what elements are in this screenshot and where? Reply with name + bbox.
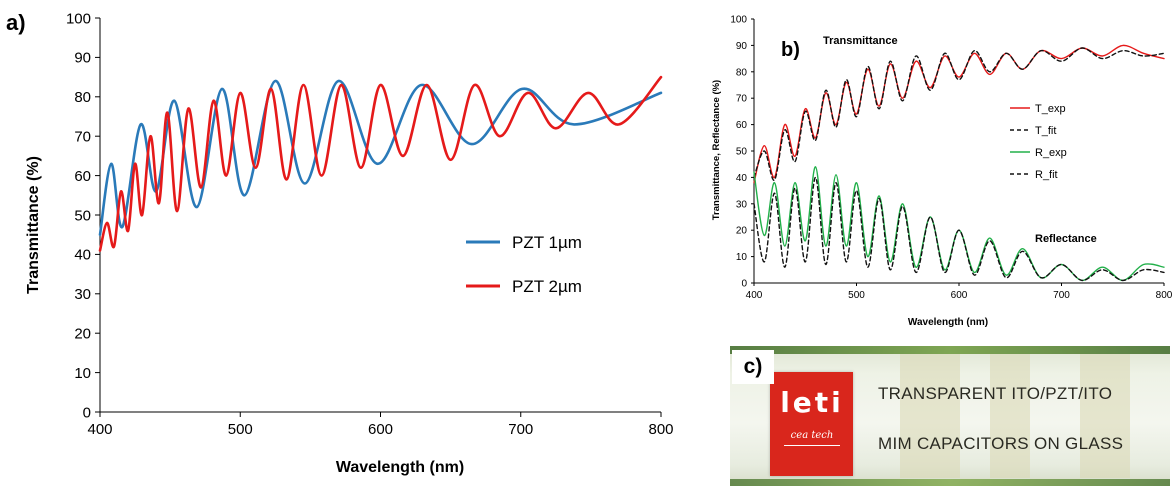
series-line-r-fit bbox=[753, 176, 1165, 282]
y-tick-label: 40 bbox=[74, 247, 91, 264]
y-tick-label: 80 bbox=[736, 67, 748, 78]
y-tick-label: 70 bbox=[736, 94, 748, 105]
y-tick-label: 10 bbox=[74, 365, 91, 382]
electrode-pad bbox=[1080, 354, 1130, 478]
series-line-t-fit bbox=[753, 47, 1165, 181]
y-tick-label: 100 bbox=[66, 10, 91, 27]
photo-text-line-2: MIM CAPACITORS ON GLASS bbox=[878, 434, 1124, 453]
y-tick-label: 30 bbox=[736, 199, 748, 210]
electrode-stripe-top bbox=[730, 346, 1170, 354]
series-line-t-exp bbox=[753, 44, 1165, 184]
y-tick-label: 90 bbox=[736, 41, 748, 52]
legend-label: T_exp bbox=[1035, 103, 1066, 115]
electrode-pad bbox=[900, 354, 960, 478]
x-tick-label: 700 bbox=[1053, 290, 1070, 301]
electrode-stripe-bottom bbox=[730, 479, 1170, 486]
y-tick-label: 0 bbox=[83, 404, 91, 421]
y-tick-label: 20 bbox=[736, 226, 748, 237]
y-tick-label: 50 bbox=[736, 147, 748, 158]
x-tick-label: 800 bbox=[1156, 290, 1173, 301]
y-tick-label: 100 bbox=[730, 15, 747, 26]
legend-label: PZT 2µm bbox=[512, 277, 582, 296]
annotation-reflectance: Reflectance bbox=[1035, 233, 1097, 245]
x-tick-label: 500 bbox=[228, 421, 253, 438]
legend-label: PZT 1µm bbox=[512, 233, 582, 252]
x-tick-label: 700 bbox=[508, 421, 533, 438]
x-tick-label: 500 bbox=[848, 290, 865, 301]
logo-divider bbox=[784, 445, 840, 446]
series-line-pzt-2-m bbox=[98, 75, 663, 252]
x-tick-label: 600 bbox=[368, 421, 393, 438]
device-photo: leti cea tech TRANSPARENT ITO/PZT/ITO MI… bbox=[730, 346, 1170, 486]
x-tick-label: 400 bbox=[87, 421, 112, 438]
electrode-pad bbox=[990, 354, 1030, 478]
chart-a-xlabel: Wavelength (nm) bbox=[336, 459, 464, 476]
y-tick-label: 60 bbox=[74, 168, 91, 185]
legend-label: R_exp bbox=[1035, 147, 1067, 159]
y-tick-label: 80 bbox=[74, 89, 91, 106]
y-tick-label: 0 bbox=[741, 279, 747, 290]
y-tick-label: 40 bbox=[736, 173, 748, 184]
chart-b-ylabel: Transmittance, Reflectance (%) bbox=[711, 80, 722, 220]
logo-word: leti bbox=[780, 386, 844, 419]
x-tick-label: 400 bbox=[746, 290, 763, 301]
series-line-r-exp bbox=[753, 166, 1165, 282]
series-line-pzt-1-m bbox=[98, 79, 663, 236]
x-tick-label: 600 bbox=[951, 290, 968, 301]
photo-text-line-1: TRANSPARENT ITO/PZT/ITO bbox=[878, 384, 1113, 403]
chart-b: 0 10 20 30 40 50 60 70 80 90 100 400 500 600 700 800 T_… bbox=[711, 15, 1173, 329]
logo-subtitle: cea tech bbox=[790, 430, 834, 441]
y-tick-label: 70 bbox=[74, 128, 91, 145]
legend-label: T_fit bbox=[1035, 125, 1056, 137]
chart-b-xlabel: Wavelength (nm) bbox=[908, 317, 988, 328]
y-tick-label: 20 bbox=[74, 325, 91, 342]
chart-a-ylabel: Transmittance (%) bbox=[25, 156, 42, 294]
panel-a-label: a) bbox=[6, 10, 26, 35]
panel-c-label: c) bbox=[732, 350, 774, 384]
y-tick-label: 60 bbox=[736, 120, 748, 131]
y-tick-label: 30 bbox=[74, 286, 91, 303]
y-tick-label: 50 bbox=[74, 207, 91, 224]
panel-b-label: b) bbox=[781, 39, 800, 61]
chart-a: a) 0 10 20 30 40 50 60 70 80 90 100 400 500 600 700 800… bbox=[6, 10, 674, 476]
y-tick-label: 90 bbox=[74, 50, 91, 67]
y-tick-label: 10 bbox=[736, 252, 748, 263]
annotation-transmittance: Transmittance bbox=[823, 35, 898, 47]
leti-logo: leti cea tech bbox=[770, 372, 853, 476]
x-tick-label: 800 bbox=[648, 421, 673, 438]
legend-label: R_fit bbox=[1035, 169, 1058, 181]
